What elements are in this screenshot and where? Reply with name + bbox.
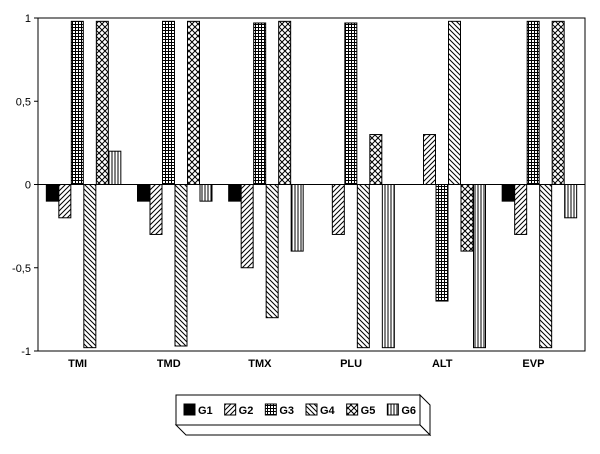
legend-box <box>175 394 421 426</box>
bar-g6-tmi <box>108 150 122 185</box>
bar-g5-tmx <box>278 20 292 185</box>
bar-g5-alt <box>460 184 474 252</box>
bar-g1-tmi <box>45 184 59 202</box>
y-tick-label: -0,5 <box>12 263 31 275</box>
y-axis: 1 0,5 0 -0,5 -1 <box>12 13 585 358</box>
legend-label-g4: G4 <box>320 405 336 417</box>
legend-swatch-g4 <box>305 403 318 416</box>
bar-g3-tmx <box>253 22 267 186</box>
legend-label-g1: G1 <box>198 405 213 417</box>
x-axis-labels: TMI TMD TMX PLU ALT EVP <box>68 358 544 370</box>
bar-g2-alt <box>423 134 436 186</box>
y-tick-label: 0,5 <box>16 96 31 108</box>
x-tick-label: TMD <box>157 358 181 370</box>
bar-g6-evp <box>564 184 578 219</box>
legend-swatch-g5 <box>346 403 359 416</box>
legend-label-g5: G5 <box>361 405 376 417</box>
bar-g2-tmx <box>240 184 254 269</box>
legend-swatch-g1 <box>183 403 196 416</box>
bar-g3-plu <box>344 22 358 186</box>
bar-g3-tmi <box>70 20 84 185</box>
bar-g3-alt <box>435 184 449 302</box>
x-tick-label: TMX <box>248 358 272 370</box>
bar-g6-tmx <box>290 184 304 252</box>
x-tick-label: PLU <box>340 358 362 370</box>
legend-label-g3: G3 <box>279 405 294 417</box>
bar-g4-plu <box>356 184 370 349</box>
legend: G1 G2 G3 G4 G5 G6 <box>174 393 432 437</box>
bar-g4-tmi <box>83 184 97 349</box>
bar-g6-tmd <box>199 184 213 202</box>
bar-g5-plu <box>369 134 383 186</box>
bar-g2-tmd <box>149 184 163 235</box>
y-tick-label: 0 <box>25 180 31 192</box>
bar-g2-plu <box>331 184 345 235</box>
bar-g3-evp <box>526 20 540 185</box>
y-tick-label: 1 <box>25 13 31 25</box>
x-tick-label: ALT <box>432 358 453 370</box>
bar-g1-tmd <box>137 184 150 202</box>
bar-g1-evp <box>501 184 515 202</box>
bar-g2-tmi <box>58 184 72 219</box>
x-tick-label: TMI <box>68 358 87 370</box>
legend-label-g6: G6 <box>401 405 416 417</box>
legend-swatch-g6 <box>386 403 399 416</box>
y-tick-label: -1 <box>21 346 31 358</box>
bar-g1-tmx <box>228 184 242 202</box>
bar-g5-evp <box>551 20 565 185</box>
bar-g4-evp <box>539 184 553 349</box>
bar-g5-tmd <box>187 20 200 185</box>
bar-g4-tmx <box>265 184 279 319</box>
bar-g4-tmd <box>174 184 188 347</box>
legend-label-g2: G2 <box>239 405 254 417</box>
bar-g5-tmi <box>95 20 109 185</box>
bar-series-group <box>45 20 578 349</box>
legend-swatch-g2 <box>224 403 237 416</box>
bar-g2-evp <box>514 184 528 235</box>
bar-g6-plu <box>381 184 395 349</box>
legend-shadow-bottom <box>174 424 432 436</box>
legend-swatch-g3 <box>264 403 277 416</box>
bar-g6-alt <box>473 184 486 349</box>
x-tick-label: EVP <box>522 358 544 370</box>
bar-g4-alt <box>448 20 461 185</box>
bar-g3-tmd <box>162 20 175 185</box>
